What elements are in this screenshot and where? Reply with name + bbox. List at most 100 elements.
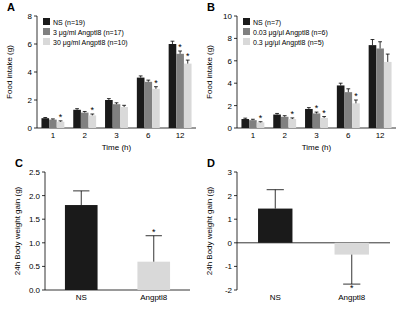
error-bar (378, 42, 382, 49)
panel: B0246810Food intake (g)*****123612Time (… (205, 1, 396, 152)
x-tick-label: 6 (346, 131, 351, 140)
error-cap (307, 107, 311, 108)
bar (313, 113, 321, 128)
y-tick-label: 2 (228, 102, 233, 111)
bar (120, 107, 128, 128)
legend: NS (n=19)3 μg/ml Angptl8 (n=17)30 μg/ml … (43, 18, 128, 47)
significance: * (178, 42, 182, 52)
error-bar (371, 40, 375, 46)
error-bar (283, 116, 287, 117)
y-tick-label: 0.0 (29, 286, 41, 295)
bar (384, 62, 392, 128)
bar (41, 118, 49, 128)
significance: * (59, 112, 63, 122)
bar (369, 45, 377, 128)
error-bar (267, 190, 284, 209)
y-tick-label: 1.5 (29, 215, 41, 224)
y-tick-label: 0.5 (29, 262, 41, 271)
x-tick-label: 1 (51, 131, 56, 140)
x-axis-label: Time (h) (102, 143, 132, 152)
y-tick-label: 6 (28, 40, 33, 49)
y-tick-label: 1.0 (29, 239, 41, 248)
error-bar (339, 83, 343, 85)
bar (65, 205, 98, 290)
bar (335, 243, 369, 255)
error-bar (51, 118, 55, 120)
y-axis-label: Food intake (g) (5, 45, 14, 99)
y-axis (45, 172, 46, 290)
error-cap (339, 83, 343, 84)
error-bar (243, 118, 247, 120)
error-bar (307, 108, 311, 109)
y-tick (34, 100, 37, 101)
annotations: *****123612Time (h) (51, 42, 190, 152)
legend-swatch (43, 28, 50, 35)
y-tick (234, 60, 237, 61)
error-bar (275, 113, 279, 114)
y-axis-label: 24h Body weight gain (g) (205, 186, 214, 275)
error-stem (351, 255, 352, 285)
bar (89, 115, 97, 128)
y-tick (42, 266, 45, 267)
x-tick-label: NS (76, 293, 87, 302)
error-bar (343, 255, 360, 285)
bar (144, 82, 152, 128)
x-tick-label: 6 (146, 131, 151, 140)
legend-swatch (243, 28, 250, 35)
bar (176, 54, 184, 128)
y-tick (234, 38, 237, 39)
bar (249, 120, 257, 128)
bar (73, 110, 81, 128)
figure: A02468Food intake (g)*****123612Time (h)… (0, 0, 400, 314)
y-axis-label: 24h Body weight gain (g) (13, 186, 22, 275)
y-tick (234, 290, 237, 291)
legend-swatch (243, 38, 250, 45)
panel: D-2-1012324h Body weight gain (g)*NSAngp… (205, 157, 390, 302)
bar (376, 48, 384, 128)
error-stem (81, 191, 82, 205)
y-tick (34, 16, 37, 17)
bar (337, 85, 345, 128)
x-tick-label: 2 (282, 131, 287, 140)
y-tick-label: 1 (228, 215, 233, 224)
error-cap (146, 80, 150, 81)
bar (320, 118, 328, 128)
bar (305, 109, 313, 128)
significance: * (186, 51, 190, 61)
bar (241, 119, 249, 128)
error-bar (122, 105, 126, 107)
error-bar (107, 99, 111, 100)
error-cap (267, 189, 284, 190)
bar (137, 262, 170, 290)
error-cap (378, 41, 382, 42)
significance: * (291, 109, 295, 119)
legend-label: 0.3 μg/μl Angptl8 (n=5) (253, 39, 324, 47)
panel: A02468Food intake (g)*****123612Time (h)… (5, 1, 196, 152)
y-axis (237, 16, 238, 128)
y-tick-label: -2 (225, 286, 233, 295)
error-cap (371, 39, 375, 40)
error-bar (139, 76, 143, 78)
error-cap (75, 108, 79, 109)
significance: * (350, 283, 354, 293)
error-stem (348, 89, 349, 92)
error-cap (283, 115, 287, 116)
y-tick (234, 242, 237, 243)
y-tick (42, 290, 45, 291)
error-cap (51, 118, 55, 119)
significance: * (315, 103, 319, 113)
error-cap (275, 113, 279, 114)
panel-label: C (15, 157, 23, 169)
bar (137, 78, 145, 128)
bar (152, 89, 160, 128)
y-tick-label: 6 (228, 57, 233, 66)
x-tick-label: 3 (114, 131, 119, 140)
significance: * (91, 105, 95, 115)
error-cap (107, 98, 111, 99)
bar (273, 115, 281, 128)
y-tick-label: 4 (28, 68, 33, 77)
y-tick (34, 128, 37, 129)
error-bar (146, 80, 150, 82)
bar (105, 100, 113, 128)
error-cap (122, 105, 126, 106)
